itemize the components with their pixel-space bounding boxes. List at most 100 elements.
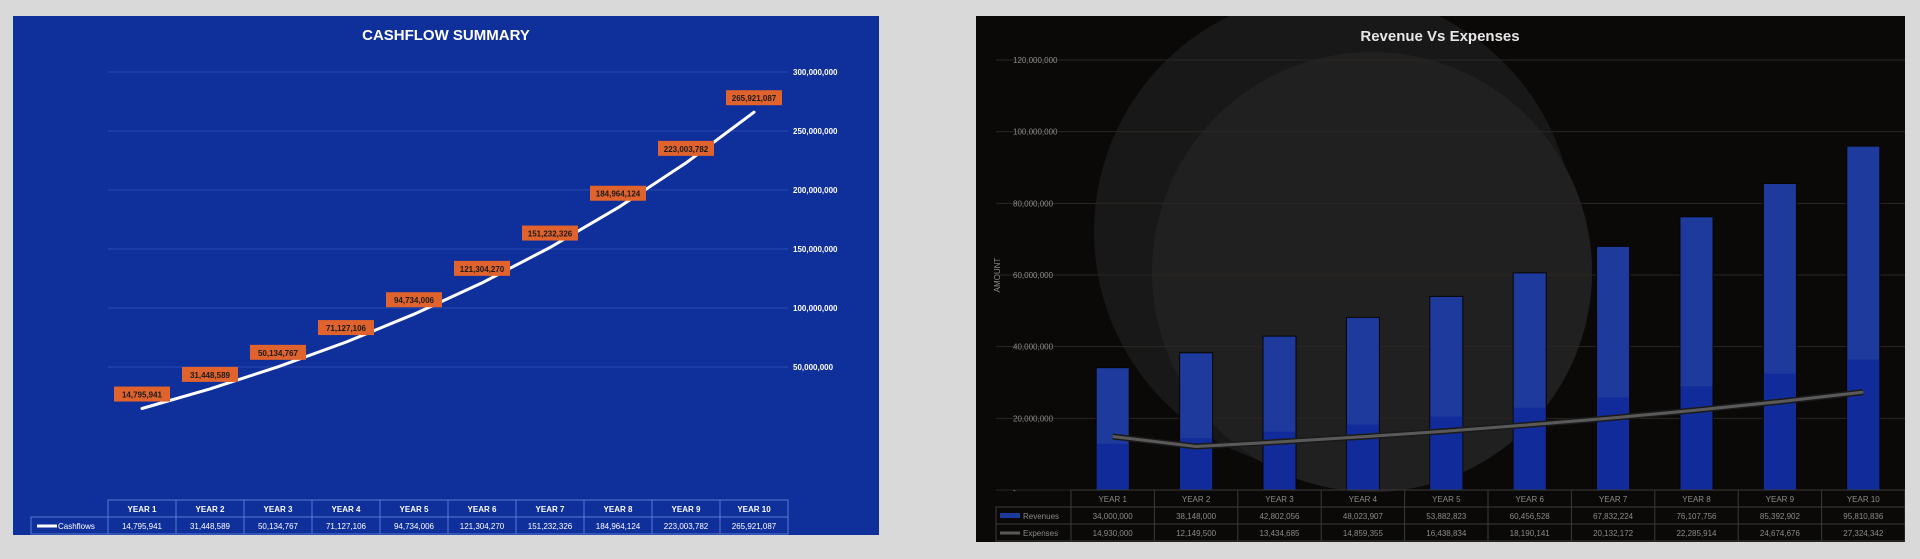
y-tick-label: 50,000,000 bbox=[793, 363, 834, 372]
table-value-row bbox=[30, 516, 789, 535]
x-tick-label: YEAR 9 bbox=[1766, 495, 1795, 504]
data-label: 151,232,326 bbox=[528, 230, 573, 239]
revenue-bar-shade bbox=[1847, 359, 1880, 490]
chart-title: Revenue Vs Expenses bbox=[1360, 28, 1519, 45]
data-label: 265,921,087 bbox=[732, 94, 777, 103]
legend-swatch-revenues bbox=[1000, 513, 1020, 518]
data-label-box bbox=[318, 320, 374, 336]
data-label: 14,795,941 bbox=[122, 391, 163, 400]
table-value: 31,448,589 bbox=[190, 522, 231, 531]
data-label-box bbox=[114, 386, 170, 402]
table-value: 14,859,355 bbox=[1343, 529, 1384, 538]
y-tick-label: 250,000,000 bbox=[793, 127, 838, 136]
data-label-box bbox=[726, 90, 782, 106]
table-value: 14,795,941 bbox=[122, 522, 163, 531]
y-tick-label: 60,000,000 bbox=[1013, 271, 1054, 280]
table-value: 184,964,124 bbox=[596, 522, 641, 531]
x-tick-label: YEAR 4 bbox=[1349, 495, 1378, 504]
table-value: 223,003,782 bbox=[664, 522, 709, 531]
table-value: 94,734,006 bbox=[394, 522, 435, 531]
x-tick-label: YEAR 2 bbox=[196, 505, 225, 514]
x-tick-label: YEAR 3 bbox=[264, 505, 293, 514]
revenue-expenses-chart-panel: Revenue Vs Expenses 120,000,000 100,000,00… bbox=[976, 16, 1905, 542]
expenses-line bbox=[1112, 390, 1864, 448]
data-label: 121,304,270 bbox=[460, 265, 505, 274]
table-value: 16,438,834 bbox=[1426, 529, 1467, 538]
data-label-box bbox=[522, 225, 578, 241]
x-tick-label: YEAR 1 bbox=[128, 505, 157, 514]
table-value: 34,000,000 bbox=[1093, 512, 1134, 521]
chart-title: CASHFLOW SUMMARY bbox=[362, 27, 530, 44]
data-label: 31,448,589 bbox=[190, 371, 231, 380]
data-label: 71,127,106 bbox=[326, 324, 367, 333]
y-tick-label: 300,000,000 bbox=[793, 68, 838, 77]
revenue-bar-shade bbox=[1680, 386, 1713, 490]
y-tick-label: 150,000,000 bbox=[793, 245, 838, 254]
y-tick-label: 120,000,000 bbox=[1013, 56, 1058, 65]
y-tick-label: 40,000,000 bbox=[1013, 343, 1054, 352]
revenue-bar-shade bbox=[1513, 407, 1546, 490]
table-value: 24,674,676 bbox=[1760, 529, 1801, 538]
data-label-box bbox=[386, 292, 442, 308]
x-tick-label: YEAR 3 bbox=[1265, 495, 1294, 504]
x-tick-label: YEAR 6 bbox=[468, 505, 497, 514]
y-tick-label: 100,000,000 bbox=[793, 304, 838, 313]
y-tick-label: 200,000,000 bbox=[793, 186, 838, 195]
data-label: 184,964,124 bbox=[596, 190, 641, 199]
table-value: 20,132,172 bbox=[1593, 529, 1634, 538]
revenue-expenses-chart: Revenue Vs Expenses 120,000,000 100,000,00… bbox=[993, 16, 1905, 542]
x-tick-label: YEAR 1 bbox=[1098, 495, 1127, 504]
table-value: 38,148,000 bbox=[1176, 512, 1217, 521]
table-value: 67,832,224 bbox=[1593, 512, 1634, 521]
x-tick-label: YEAR 10 bbox=[737, 505, 771, 514]
table-value: 14,930,000 bbox=[1093, 529, 1134, 538]
revenue-bar-shade bbox=[1597, 397, 1630, 490]
x-tick-label: YEAR 2 bbox=[1182, 495, 1211, 504]
y-tick-label: - bbox=[1013, 486, 1016, 495]
background-glow bbox=[1152, 52, 1592, 492]
table-value: 85,392,902 bbox=[1760, 512, 1801, 521]
table-value: 22,285,914 bbox=[1676, 529, 1717, 538]
x-tick-label: YEAR 7 bbox=[1599, 495, 1628, 504]
table-value: 27,324,342 bbox=[1843, 529, 1884, 538]
data-label: 50,134,767 bbox=[258, 349, 299, 358]
table-value: 42,802,056 bbox=[1259, 512, 1300, 521]
x-tick-label: YEAR 9 bbox=[672, 505, 701, 514]
y-tick-label: 100,000,000 bbox=[1013, 128, 1058, 137]
revenue-bar-shade bbox=[1096, 443, 1129, 490]
revenue-bar-shade bbox=[1763, 373, 1796, 490]
legend-label-revenues: Revenues bbox=[1023, 512, 1059, 521]
x-tick-label: YEAR 7 bbox=[536, 505, 565, 514]
table-value: 265,921,087 bbox=[732, 522, 777, 531]
table-value: 60,456,528 bbox=[1510, 512, 1551, 521]
table-value: 13,434,685 bbox=[1259, 529, 1300, 538]
data-label-box bbox=[658, 140, 714, 156]
table-value: 12,149,500 bbox=[1176, 529, 1217, 538]
legend-label-cashflows: Cashflows bbox=[58, 522, 95, 531]
data-label-box bbox=[182, 366, 238, 382]
x-tick-label: YEAR 4 bbox=[332, 505, 361, 514]
table-value: 48,023,907 bbox=[1343, 512, 1384, 521]
y-tick-label: 80,000,000 bbox=[1013, 199, 1054, 208]
table-value: 95,810,836 bbox=[1843, 512, 1884, 521]
x-tick-label: YEAR 6 bbox=[1515, 495, 1544, 504]
y-tick-label: 20,000,000 bbox=[1013, 414, 1054, 423]
table-value: 121,304,270 bbox=[460, 522, 505, 531]
x-tick-label: YEAR 8 bbox=[604, 505, 633, 514]
cashflow-chart: CASHFLOW SUMMARY 300,000,000 250,000,000 20… bbox=[30, 27, 838, 535]
legend-label-expenses: Expenses bbox=[1023, 529, 1058, 538]
y-axis-label: AMOUNT bbox=[993, 258, 1002, 293]
x-tick-label: YEAR 5 bbox=[1432, 495, 1461, 504]
x-tick-label: YEAR 8 bbox=[1682, 495, 1711, 504]
table-value: 50,134,767 bbox=[258, 522, 299, 531]
table-value: 76,107,756 bbox=[1676, 512, 1717, 521]
table-value: 151,232,326 bbox=[528, 522, 573, 531]
x-tick-label: YEAR 5 bbox=[400, 505, 429, 514]
table-value: 53,882,823 bbox=[1426, 512, 1467, 521]
data-label-box bbox=[250, 344, 306, 360]
table-value: 71,127,106 bbox=[326, 522, 367, 531]
table-value: 18,190,141 bbox=[1510, 529, 1551, 538]
data-label: 94,734,006 bbox=[394, 296, 435, 305]
x-tick-label: YEAR 10 bbox=[1847, 495, 1880, 504]
cashflow-line bbox=[140, 110, 756, 410]
